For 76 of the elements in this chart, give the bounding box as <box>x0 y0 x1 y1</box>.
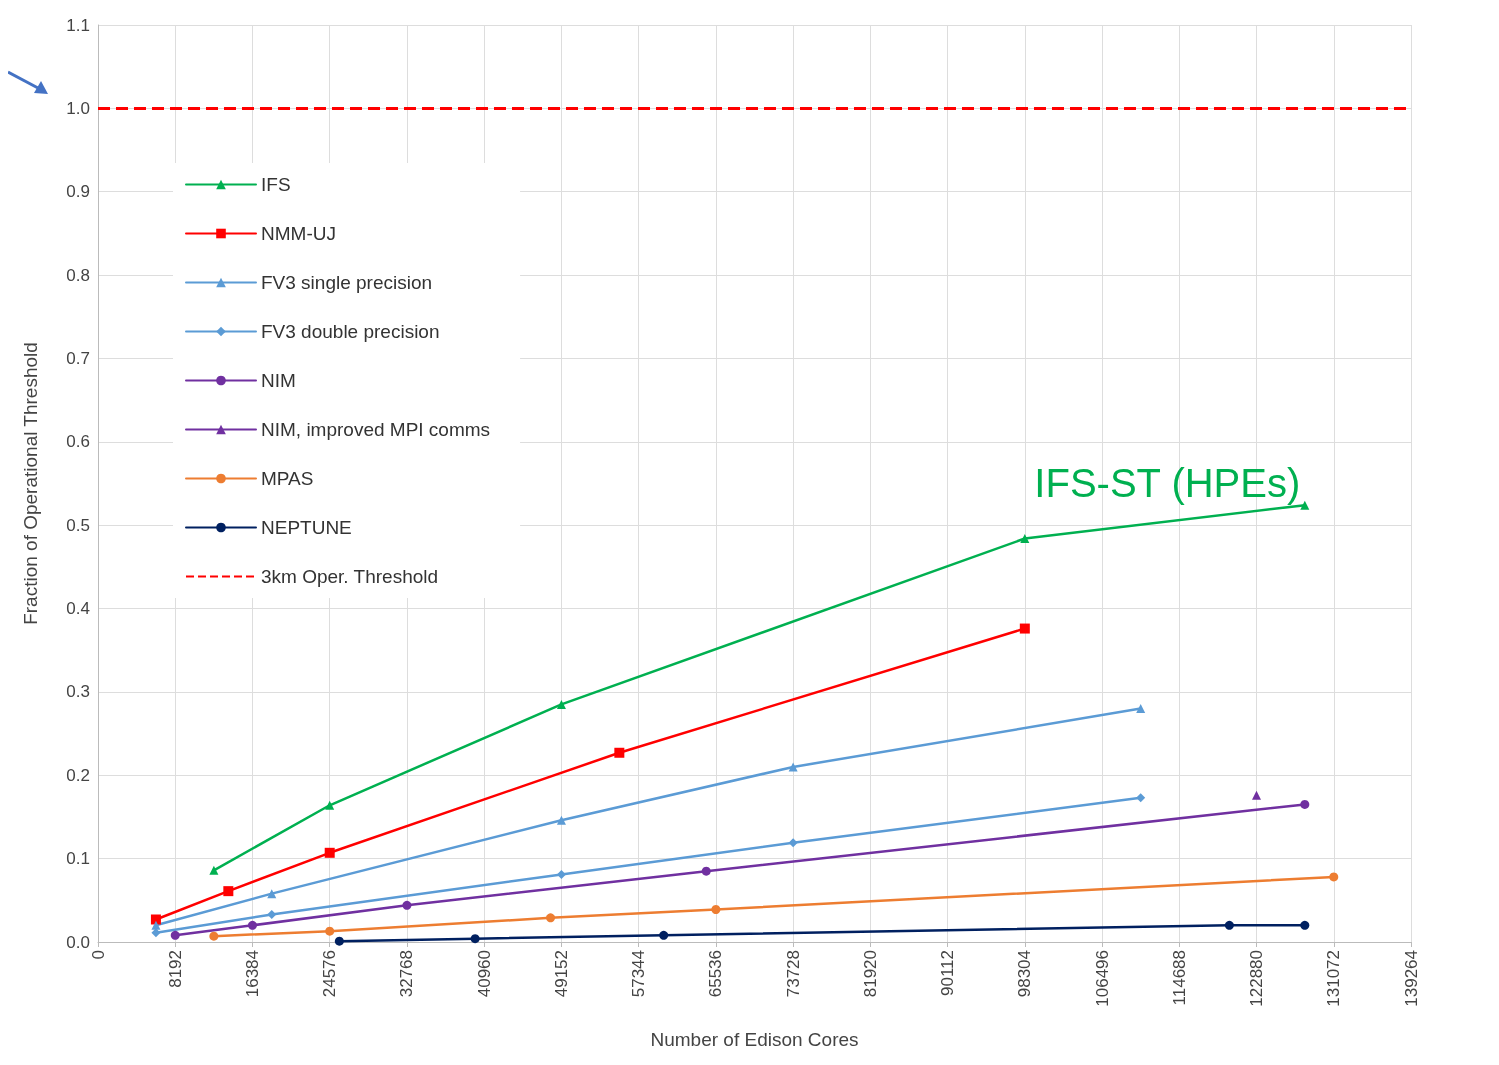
point <box>701 866 711 876</box>
y-tick-label: 0.9 <box>66 182 90 202</box>
y-tick-label: 0.0 <box>66 932 90 952</box>
point <box>556 699 566 709</box>
point <box>325 800 335 810</box>
legend-label: FV3 double precision <box>261 321 440 342</box>
y-tick-label: 0.6 <box>66 432 90 452</box>
point <box>324 847 335 858</box>
point <box>1019 623 1030 634</box>
x-tick-label: 32768 <box>397 950 417 998</box>
legend-label: IFS <box>261 174 291 195</box>
point <box>1329 872 1339 882</box>
y-tick-label: 0.8 <box>66 265 90 285</box>
x-tick-label: 81920 <box>860 950 880 998</box>
legend-label: MPAS <box>261 468 314 489</box>
point <box>556 815 566 825</box>
point <box>1300 920 1310 930</box>
y-tick-label: 1.1 <box>66 15 90 35</box>
point <box>614 747 625 758</box>
point <box>334 936 344 946</box>
point <box>209 931 219 941</box>
x-tick-label: 114688 <box>1169 950 1189 1006</box>
point <box>470 934 480 944</box>
point <box>150 914 161 925</box>
point <box>170 930 180 940</box>
point <box>1300 500 1310 510</box>
x-tick-label: 106496 <box>1092 950 1112 1007</box>
x-tick-label: 40960 <box>474 950 494 998</box>
point <box>788 838 798 848</box>
point <box>1136 793 1146 803</box>
legend-label: FV3 single precision <box>261 272 433 293</box>
y-tick-label: 0.3 <box>66 682 90 702</box>
y-tick-label: 0.7 <box>66 348 90 368</box>
point <box>556 869 566 879</box>
y-tick-label: 0.4 <box>66 599 90 619</box>
point <box>1252 790 1262 800</box>
legend-label: NIM, improved MPI comms <box>261 419 491 440</box>
legend-label: NEPTUNE <box>261 517 352 538</box>
point <box>1136 704 1146 714</box>
point <box>546 913 556 923</box>
x-tick-label: 49152 <box>551 950 571 998</box>
point <box>659 930 669 940</box>
legend-label: 3km Oper. Threshold <box>261 566 439 587</box>
annotation: IFS-ST (HPEs) <box>1034 461 1301 505</box>
y-axis-title: Fraction of Operational Threshold <box>20 342 41 625</box>
point <box>247 920 257 930</box>
x-tick-label: 90112 <box>938 950 958 997</box>
x-tick-label: 0 <box>88 950 108 960</box>
x-tick-label: 65536 <box>706 950 726 998</box>
point <box>267 909 277 919</box>
y-tick-label: 1.0 <box>66 98 90 118</box>
x-tick-label: 24576 <box>320 950 340 998</box>
x-tick-label: 57344 <box>629 950 649 998</box>
x-tick-label: 16384 <box>242 950 262 998</box>
y-tick-label: 0.2 <box>66 765 90 785</box>
y-tick-label: 0.1 <box>66 849 90 869</box>
point <box>1224 920 1234 930</box>
x-axis-title: Number of Edison Cores <box>650 1029 859 1050</box>
point <box>209 865 219 875</box>
x-tick-label: 73728 <box>783 950 803 998</box>
point <box>223 886 234 897</box>
x-tick-label: 98304 <box>1015 950 1035 998</box>
point <box>1300 799 1310 809</box>
legend-label: NMM-UJ <box>261 223 336 244</box>
legend-label: NIM <box>261 370 296 391</box>
x-tick-label: 139264 <box>1401 950 1421 1007</box>
point <box>711 904 721 914</box>
point <box>1020 534 1030 544</box>
y-tick-label: 0.5 <box>66 515 90 535</box>
point <box>151 928 161 938</box>
x-tick-label: 8192 <box>165 950 185 988</box>
point <box>402 900 412 910</box>
x-tick-label: 122880 <box>1247 950 1267 1007</box>
point <box>151 920 161 930</box>
point <box>325 926 335 936</box>
x-tick-label: 131072 <box>1324 950 1344 1007</box>
